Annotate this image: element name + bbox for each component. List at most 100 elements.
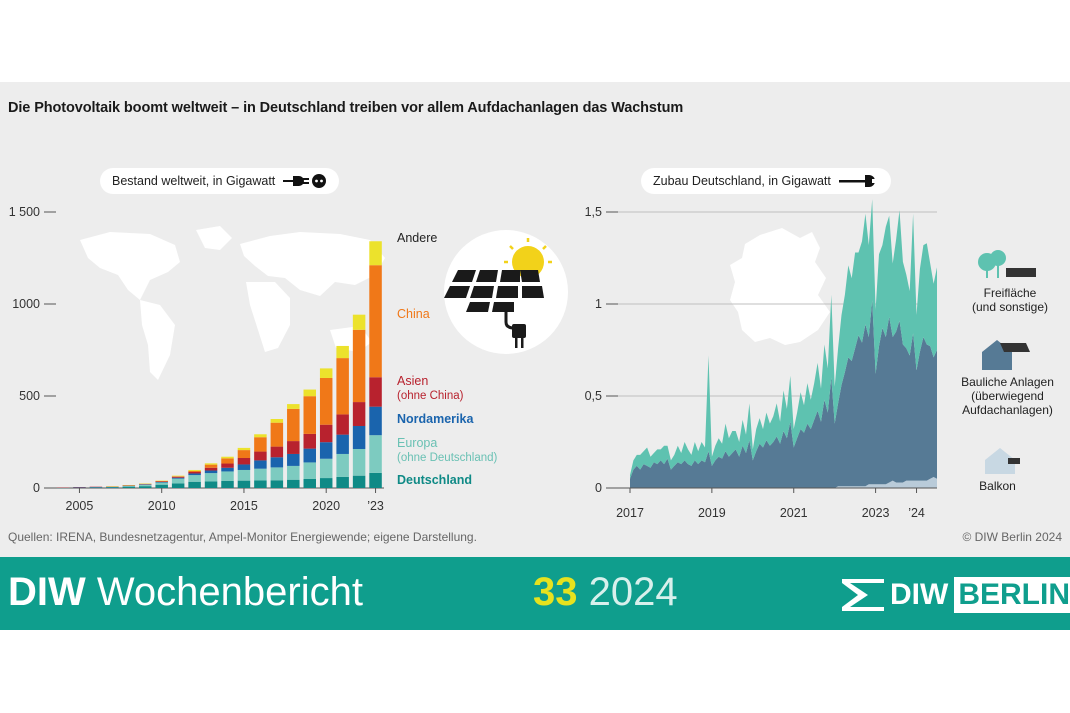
bar-deutschland (352, 475, 366, 488)
bar-andere (287, 404, 300, 409)
legend-freiflaeche: Freifläche (und sonstige) (955, 286, 1065, 314)
bar-andere (336, 345, 349, 359)
bar-asien (336, 414, 349, 435)
bar-andere (303, 389, 316, 397)
legend-freiflaeche-line1: Freifläche (983, 286, 1037, 300)
y-tick-label: 1 (595, 297, 602, 311)
x-tick-label: 2019 (698, 506, 726, 520)
y-tick-label: 0 (595, 481, 602, 495)
bar-asien (303, 433, 316, 449)
bar-europa (122, 485, 136, 487)
bar-asien (287, 441, 300, 454)
bar-andere (204, 463, 218, 465)
bar-asien (237, 458, 251, 465)
bar-china (188, 470, 201, 472)
bar-nordamerika (270, 457, 284, 468)
bar-china (204, 464, 218, 468)
y-tick-label: 1000 (12, 297, 40, 311)
legend-deutschland: Deutschland (397, 473, 473, 487)
issue-info: 33 2024 (533, 570, 678, 615)
copyright-note: © DIW Berlin 2024 (962, 530, 1062, 544)
bar-deutschland (336, 476, 349, 488)
publication-name: DIW Wochenbericht (8, 570, 363, 615)
bar-nordamerika (188, 473, 201, 476)
bar-deutschland (254, 480, 267, 488)
bar-nordamerika (319, 442, 333, 459)
plug-socket-icon (283, 174, 327, 188)
legend-europa: Europa (ohne Deutschland) (397, 436, 497, 466)
bar-europa (254, 468, 267, 481)
bar-china (369, 265, 382, 378)
x-tick-label: ’24 (908, 506, 925, 520)
bar-deutschland (122, 486, 136, 488)
bar-deutschland (369, 472, 382, 488)
bar-china (221, 458, 234, 464)
bar-europa (204, 473, 218, 482)
bar-nordamerika (303, 448, 316, 463)
bar-asien (369, 377, 382, 407)
bar-europa (270, 467, 284, 481)
bar-nordamerika (155, 481, 168, 483)
source-note: Quellen: IRENA, Bundesnetzagentur, Ampel… (8, 530, 477, 544)
x-tick-label: 2023 (862, 506, 890, 520)
bar-china (287, 408, 300, 442)
bar-europa (369, 435, 382, 473)
bar-deutschland (89, 487, 103, 488)
bar-andere (188, 469, 201, 471)
building-icon (982, 340, 1030, 370)
bar-china (303, 396, 316, 434)
bar-deutschland (303, 478, 316, 488)
logo-diw-text: DIW (890, 578, 949, 611)
diw-logo-mark-icon (842, 579, 884, 611)
bar-deutschland (221, 481, 234, 488)
bar-andere (171, 475, 185, 477)
bar-europa (155, 482, 168, 485)
y-tick-label: 1 500 (9, 205, 40, 219)
bar-europa (188, 475, 201, 482)
bar-nordamerika (237, 464, 251, 470)
right-stacked-area-chart: 0 0,5 1 1,5 2017 2019 2021 2023 ’24 (585, 199, 937, 520)
bar-deutschland (188, 481, 201, 488)
bar-china (270, 422, 284, 447)
bar-asien (319, 424, 333, 443)
legend-bauliche: Bauliche Anlagen (überwiegend Aufdachanl… (945, 375, 1070, 417)
bar-asien (204, 467, 218, 471)
legend-europa-line1: Europa (397, 436, 438, 450)
bar-nordamerika (369, 406, 382, 436)
bar-andere (369, 241, 382, 266)
y-tick-label: 1,5 (585, 205, 602, 219)
area-freifläche (630, 199, 937, 479)
bar-europa (139, 484, 152, 487)
bar-asien (254, 451, 267, 461)
bar-deutschland (155, 484, 168, 488)
legend-china: China (397, 307, 430, 321)
legend-freiflaeche-line2: (und sonstige) (971, 300, 1049, 314)
solar-panel-icon (444, 230, 568, 354)
bar-deutschland (106, 487, 119, 488)
logo-berlin-text: BERLIN (954, 577, 1070, 613)
bar-europa (287, 465, 300, 480)
legend-nordamerika: Nordamerika (397, 412, 474, 426)
legend-bauliche-line2: (überwiegend (971, 389, 1044, 403)
left-chart-pill: Bestand weltweit, in Gigawatt (100, 168, 340, 194)
bar-nordamerika (254, 460, 267, 469)
bar-europa (336, 453, 349, 477)
bar-andere (270, 419, 284, 423)
bar-nordamerika (352, 425, 366, 449)
diw-berlin-logo: DIW BERLIN (842, 576, 1070, 614)
bar-china (319, 377, 333, 425)
bar-nordamerika (204, 470, 218, 474)
bar-asien (221, 463, 234, 468)
bar-deutschland (139, 486, 152, 488)
left-chart-subtitle: Bestand weltweit, in Gigawatt (112, 174, 276, 188)
bar-china (171, 476, 185, 477)
x-tick-label: 2010 (148, 499, 176, 513)
x-tick-label: 2017 (616, 506, 644, 520)
legend-andere: Andere (397, 231, 438, 245)
legend-bauliche-line1: Bauliche Anlagen (961, 375, 1054, 389)
y-tick-label: 0,5 (585, 389, 602, 403)
balcony-icon (985, 448, 1020, 474)
bar-china (336, 358, 349, 415)
field-tree-panel-icon (978, 250, 1036, 278)
